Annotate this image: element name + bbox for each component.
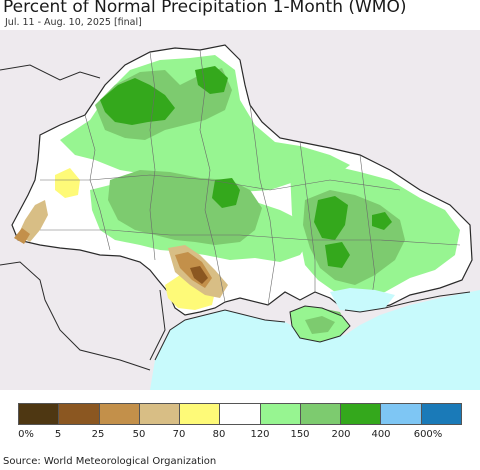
- legend-label: 70: [172, 429, 186, 440]
- legend-swatch: [180, 404, 221, 424]
- dry-light-area-west: [55, 168, 80, 198]
- crimea-wettest: [305, 316, 335, 334]
- map-title: Percent of Normal Precipitation 1-Month …: [3, 0, 407, 17]
- legend-swatch: [300, 404, 342, 424]
- legend-label: 600%: [413, 429, 443, 440]
- legend-swatch: [421, 404, 461, 424]
- legend-swatch: [59, 404, 100, 424]
- legend-label: 0%: [18, 429, 34, 440]
- legend-label: 200: [331, 429, 351, 440]
- wettest-area-north2: [195, 66, 228, 94]
- azov-sea: [330, 288, 395, 312]
- legend-swatch: [139, 404, 181, 424]
- legend-swatch: [381, 404, 422, 424]
- legend-swatch: [341, 404, 382, 424]
- source-credit: Source: World Meteorological Organizatio…: [3, 456, 217, 467]
- legend-label: 80: [212, 429, 226, 440]
- country-border: [0, 64, 166, 371]
- legend-label: 5: [54, 429, 62, 440]
- legend-swatch: [220, 404, 261, 424]
- wettest-area-center: [212, 178, 240, 208]
- wettest-area-east3: [372, 212, 392, 230]
- legend-label: 150: [290, 429, 310, 440]
- precipitation-map: [0, 30, 480, 390]
- legend-swatch: [19, 404, 60, 424]
- drier-area-west: [14, 228, 30, 244]
- admin-borders: [40, 49, 461, 311]
- legend-label: 50: [132, 429, 146, 440]
- map-subtitle: Jul. 11 - Aug. 10, 2025 [final]: [5, 17, 142, 28]
- wettest-area-east2: [325, 242, 350, 268]
- legend-label: 25: [91, 429, 105, 440]
- driest-area-south: [190, 266, 208, 284]
- legend-label: 400: [371, 429, 391, 440]
- wettest-area-east1: [314, 196, 348, 240]
- coastline: [154, 291, 471, 361]
- wettest-area-north: [100, 78, 175, 125]
- legend-swatch: [99, 404, 140, 424]
- color-legend: [18, 403, 462, 425]
- legend-label: 120: [250, 429, 270, 440]
- legend-swatch: [260, 404, 301, 424]
